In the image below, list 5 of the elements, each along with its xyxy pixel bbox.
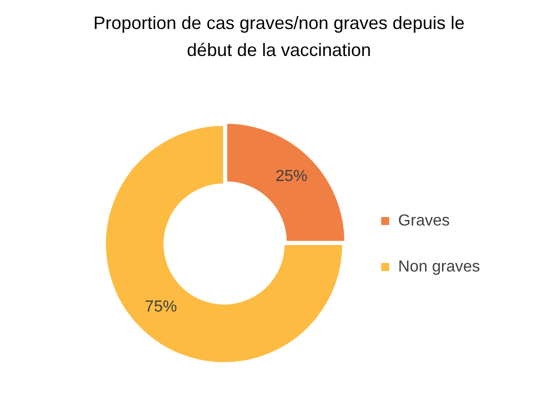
data-label: 25% <box>275 168 308 186</box>
legend-label: Graves <box>398 212 450 230</box>
data-label: 75% <box>144 298 177 316</box>
legend-label: Non graves <box>398 258 480 276</box>
chart-title: Proportion de cas graves/non graves depuis le début de la vaccination <box>92 12 466 62</box>
